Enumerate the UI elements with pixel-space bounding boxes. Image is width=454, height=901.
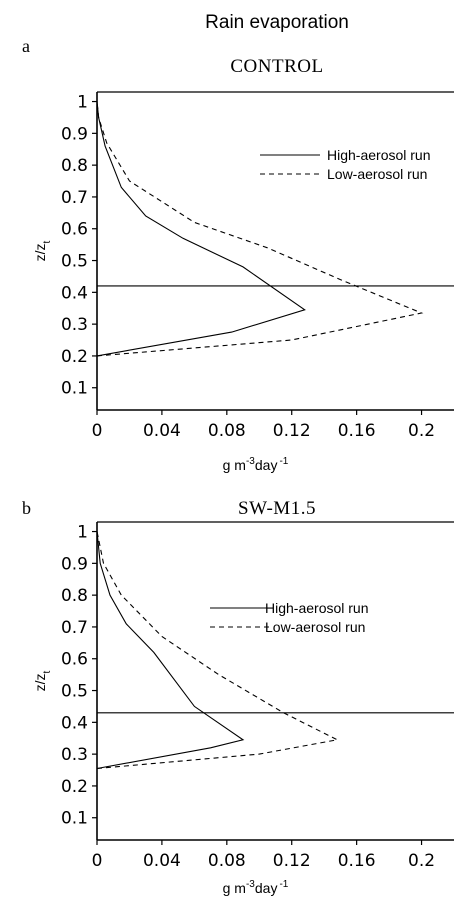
x-axis-label: g m-3day -1 bbox=[223, 879, 289, 896]
y-tick-label: 0.8 bbox=[61, 156, 88, 176]
y-tick-label: 0.8 bbox=[61, 586, 88, 606]
y-tick-label: 0.1 bbox=[61, 809, 88, 829]
series-line-high-aerosol bbox=[96, 101, 306, 357]
x-tick-label: 0.08 bbox=[208, 421, 246, 441]
panel-letter: a bbox=[22, 36, 30, 56]
x-tick-label: 0.08 bbox=[208, 851, 246, 871]
series-line-low-aerosol bbox=[96, 531, 339, 770]
x-tick-label: 0.2 bbox=[408, 851, 435, 871]
series-line-low-aerosol bbox=[96, 101, 424, 357]
y-tick-label: 1 bbox=[77, 523, 88, 543]
y-tick-label: 0.1 bbox=[61, 379, 88, 399]
panel-letter: b bbox=[22, 498, 31, 518]
legend-label: High-aerosol run bbox=[327, 147, 431, 163]
legend: High-aerosol run Low-aerosol run bbox=[260, 147, 431, 182]
x-tick-label: 0.16 bbox=[338, 851, 376, 871]
chart-panel-a: a CONTROL 0.1 0.2 0.3 0.4 0.5 0.6 0.7 0.8 0.9 1 0 0.0… bbox=[22, 36, 454, 473]
chart-panel-b: b SW-M1.5 0.1 0.2 0.3 0.4 0.5 0.6 0.7 0.8 0.9 1 0 0.0… bbox=[22, 498, 454, 896]
x-tick-label: 0.12 bbox=[273, 421, 311, 441]
y-tick-label: 0.4 bbox=[61, 713, 88, 733]
x-tick-label: 0.16 bbox=[338, 421, 376, 441]
x-tick-label: 0 bbox=[92, 851, 103, 871]
y-tick-label: 0.2 bbox=[61, 347, 88, 367]
y-tick-label: 1 bbox=[77, 93, 88, 113]
panel-title: CONTROL bbox=[230, 56, 323, 77]
figure-title: Rain evaporation bbox=[205, 12, 349, 33]
y-tick-label: 0.5 bbox=[61, 252, 88, 272]
y-tick-label: 0.3 bbox=[61, 745, 88, 765]
legend-label: Low-aerosol run bbox=[265, 619, 365, 635]
y-tick-label: 0.9 bbox=[61, 554, 88, 574]
y-tick-label: 0.4 bbox=[61, 283, 88, 303]
y-tick-label: 0.5 bbox=[61, 682, 88, 702]
x-tick-label: 0.12 bbox=[273, 851, 311, 871]
legend-label: Low-aerosol run bbox=[327, 166, 427, 182]
y-tick-label: 0.6 bbox=[61, 220, 88, 240]
y-axis-label: z/zt bbox=[32, 240, 53, 261]
y-tick-label: 0.7 bbox=[61, 188, 88, 208]
x-tick-label: 0 bbox=[92, 421, 103, 441]
x-tick-label: 0.04 bbox=[143, 851, 181, 871]
y-tick-label: 0.2 bbox=[61, 777, 88, 797]
y-tick-label: 0.7 bbox=[61, 618, 88, 638]
y-tick-label: 0.9 bbox=[61, 124, 88, 144]
y-axis-label: z/zt bbox=[32, 670, 53, 691]
series-line-high-aerosol bbox=[96, 531, 245, 770]
x-tick-label: 0.2 bbox=[408, 421, 435, 441]
legend-label: High-aerosol run bbox=[265, 600, 369, 616]
y-tick-label: 0.6 bbox=[61, 650, 88, 670]
y-tick-label: 0.3 bbox=[61, 315, 88, 335]
legend: High-aerosol run Low-aerosol run bbox=[210, 600, 369, 635]
panel-title: SW-M1.5 bbox=[238, 498, 316, 519]
x-tick-label: 0.04 bbox=[143, 421, 181, 441]
x-axis-label: g m-3day -1 bbox=[223, 456, 289, 473]
